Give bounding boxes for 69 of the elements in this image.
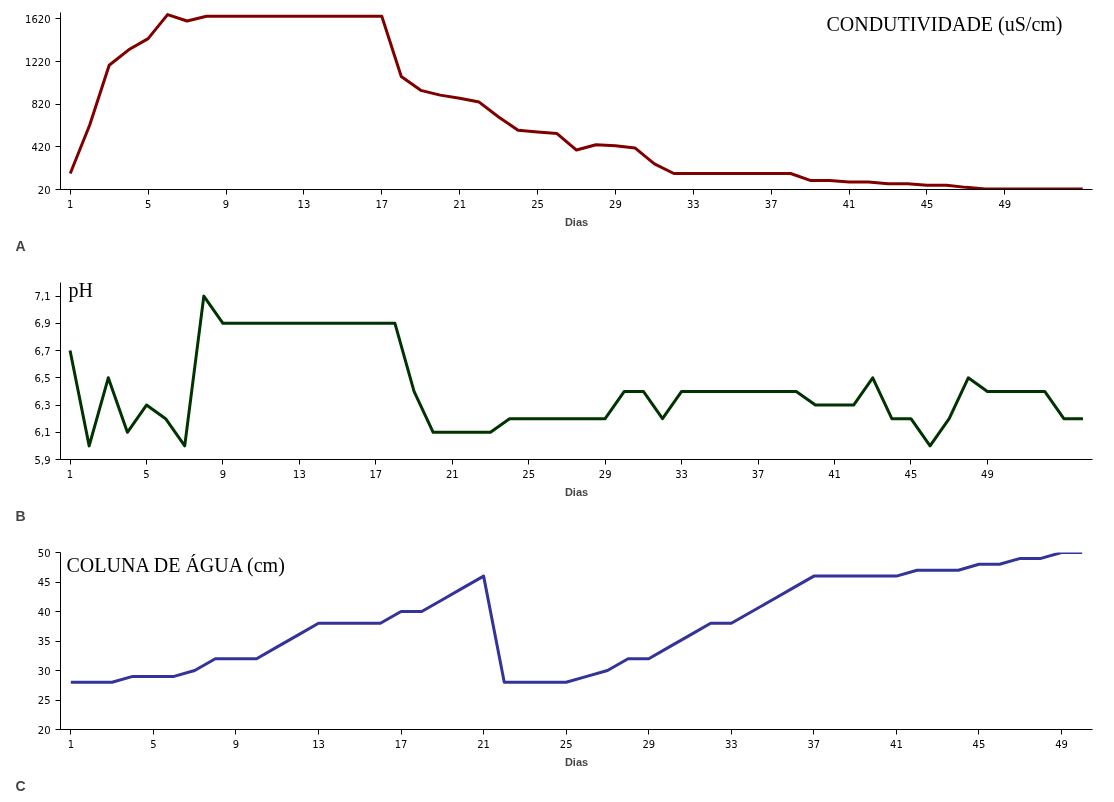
y-tick-label: 20	[37, 724, 51, 736]
x-axis-title: Dias	[564, 485, 589, 498]
x-axis-title: Dias	[564, 215, 589, 228]
x-tick-label: 1	[66, 468, 74, 480]
y-tick-label: 820	[31, 99, 51, 111]
y-tick-label: 50	[37, 547, 51, 559]
y-tick-label: 45	[37, 577, 51, 588]
x-tick-label: 29	[598, 468, 612, 480]
x-tick-label: 9	[219, 468, 227, 480]
x-tick-label: 25	[522, 468, 536, 480]
x-tick-label: 49	[981, 468, 994, 480]
x-tick-label: 45	[920, 198, 934, 210]
y-tick-label: 35	[37, 636, 51, 647]
x-tick-label: 5	[144, 198, 152, 210]
x-tick-label: 5	[150, 738, 157, 750]
x-tick-label: 21	[445, 468, 459, 480]
x-tick-label: 13	[312, 738, 325, 750]
y-tick-label: 25	[37, 695, 51, 706]
chart-title: CONDUTIVIDADE (uS/cm)	[826, 12, 1063, 36]
x-tick-label: 25	[559, 738, 573, 750]
line-series	[69, 552, 1084, 684]
x-tick-label: 9	[232, 738, 240, 750]
x-tick-label: 33	[675, 468, 688, 480]
x-tick-label: 33	[724, 738, 738, 750]
y-tick-label: 30	[37, 665, 51, 677]
text: B	[15, 507, 26, 524]
x-axis-title: Dias	[564, 755, 589, 768]
x-tick-label: 9	[222, 198, 230, 210]
y-tick-label: 1620	[25, 13, 51, 25]
x-tick-label: 21	[477, 738, 490, 750]
y-tick-label: 1220	[25, 56, 51, 68]
y-tick-label: 20	[37, 184, 51, 196]
x-tick-label: 13	[297, 198, 311, 210]
x-tick-label: 5	[143, 468, 150, 480]
y-tick-label: 420	[31, 141, 51, 153]
x-tick-label: 37	[807, 738, 821, 750]
y-tick-label: 6,9	[34, 318, 51, 330]
chart-title: pH	[68, 278, 93, 302]
y-tick-label: 6,5	[34, 372, 51, 384]
x-tick-label: 17	[369, 468, 383, 480]
x-tick-label: 45	[904, 468, 918, 480]
x-tick-label: 41	[842, 198, 856, 210]
y-tick-label: 6,1	[34, 427, 51, 439]
x-tick-label: 13	[293, 468, 306, 480]
y-tick-label: 7,1	[34, 291, 51, 303]
x-tick-label: 41	[890, 738, 903, 750]
x-tick-label: 29	[642, 738, 656, 750]
x-tick-label: 17	[375, 198, 389, 210]
x-tick-label: 1	[67, 198, 74, 210]
text: C	[15, 777, 26, 794]
y-tick-label: 5,9	[34, 454, 51, 466]
x-tick-label: 45	[972, 738, 986, 750]
x-tick-label: 17	[394, 738, 408, 750]
chart-title: COLUNA DE ÁGUA (cm)	[66, 553, 285, 577]
y-tick-label: 6,7	[34, 345, 51, 357]
x-tick-label: 29	[609, 198, 622, 210]
y-tick-label: 40	[37, 606, 51, 618]
x-tick-label: 33	[686, 198, 700, 210]
x-tick-label: 49	[998, 198, 1012, 210]
x-tick-label: 1	[67, 738, 75, 750]
text: A	[15, 237, 26, 254]
x-tick-label: 25	[531, 198, 544, 210]
x-tick-label: 41	[828, 468, 841, 480]
x-tick-label: 21	[453, 198, 467, 210]
line-series	[68, 13, 1085, 190]
x-tick-label: 37	[751, 468, 765, 480]
x-tick-label: 37	[764, 198, 778, 210]
x-tick-label: 49	[1055, 738, 1068, 750]
y-tick-label: 6,3	[34, 400, 51, 412]
